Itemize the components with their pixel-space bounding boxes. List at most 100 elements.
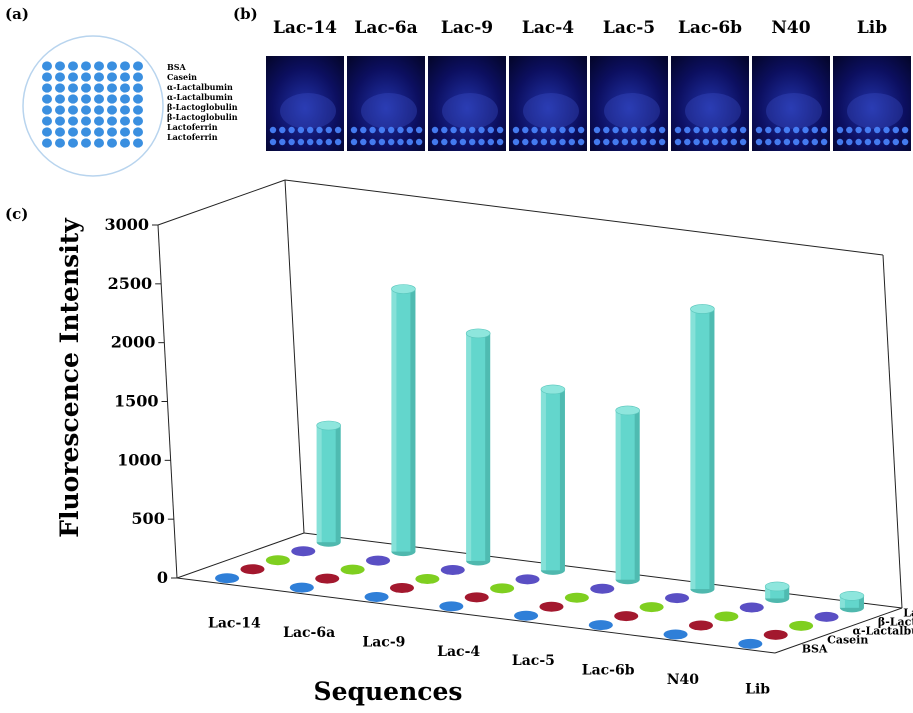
bar xyxy=(764,581,790,603)
image-spot xyxy=(631,126,638,134)
slide-spot xyxy=(81,83,91,93)
zero-value-disc xyxy=(364,591,389,602)
image-spot xyxy=(334,138,342,146)
image-haze xyxy=(442,93,498,129)
slide-legend-item: Lactoferrin xyxy=(167,122,218,132)
image-spot xyxy=(415,126,423,134)
zero-value-disc xyxy=(539,601,564,612)
bar-shade xyxy=(410,288,416,552)
slide-spot xyxy=(120,83,130,93)
image-spot xyxy=(415,138,423,146)
slide-outline xyxy=(22,35,164,177)
slide-spot xyxy=(133,94,143,104)
image-spot xyxy=(522,138,529,146)
zero-value-disc xyxy=(688,620,713,631)
image-spot xyxy=(325,138,332,146)
bar-top xyxy=(764,581,790,592)
image-spot xyxy=(478,138,485,146)
zero-value-disc xyxy=(289,582,314,593)
image-spot xyxy=(593,126,601,134)
x-tick-label: Lac-9 xyxy=(362,634,405,650)
slide-legend-item: Casein xyxy=(167,72,197,82)
slide-spot xyxy=(81,116,91,126)
zero-value-disc xyxy=(739,602,764,613)
image-spot xyxy=(388,138,395,146)
bar-highlight xyxy=(316,425,322,543)
slide-legend-item: α-Lactalbumin xyxy=(167,92,233,102)
slide-spot xyxy=(68,83,78,93)
slide-spot xyxy=(81,105,91,115)
slide-spot xyxy=(55,72,65,82)
image-haze xyxy=(280,93,336,129)
slide-spot xyxy=(133,127,143,137)
zero-value-disc xyxy=(663,629,688,640)
image-spot xyxy=(397,126,404,134)
fluorescence-image xyxy=(671,56,749,151)
panel-a-label: (a) xyxy=(5,5,29,23)
image-spot xyxy=(658,138,666,146)
bar xyxy=(465,328,491,566)
slide-spot xyxy=(107,61,117,71)
image-spot xyxy=(811,138,818,146)
image-haze xyxy=(523,93,579,129)
bar-top xyxy=(540,384,566,395)
slide-spot xyxy=(107,138,117,148)
image-spot xyxy=(793,138,800,146)
y-tick-label: 1000 xyxy=(117,450,162,469)
slide-spot xyxy=(42,83,52,93)
slide-spot xyxy=(107,116,117,126)
slide-spot xyxy=(107,127,117,137)
image-spot xyxy=(450,138,457,146)
zero-value-disc xyxy=(789,620,814,631)
image-spot xyxy=(783,138,791,146)
slide-spot xyxy=(133,116,143,126)
zero-value-disc xyxy=(439,601,464,612)
x-tick-label: Lac-14 xyxy=(208,616,261,632)
panel-c-label: (c) xyxy=(5,205,29,223)
zero-value-disc xyxy=(515,574,540,585)
bar-shade xyxy=(559,389,565,571)
image-spot xyxy=(459,126,467,134)
image-spot xyxy=(612,138,619,146)
slide-spot xyxy=(68,127,78,137)
image-spot xyxy=(702,126,710,134)
zero-value-disc xyxy=(714,611,739,622)
zero-value-disc xyxy=(315,573,340,584)
slide-legend-item: BSA xyxy=(167,62,186,72)
image-spot xyxy=(721,138,728,146)
image-spot xyxy=(640,138,647,146)
x-tick-label: Lac-5 xyxy=(512,653,555,669)
zero-value-disc xyxy=(340,564,365,575)
image-spot xyxy=(721,126,728,134)
image-spot xyxy=(512,126,520,134)
image-spot xyxy=(901,138,909,146)
slide-spot xyxy=(94,127,104,137)
image-spot xyxy=(307,126,314,134)
image-spot xyxy=(855,126,862,134)
slide-spot xyxy=(42,127,52,137)
zero-value-disc xyxy=(490,583,515,594)
bar xyxy=(540,384,566,575)
bar-highlight xyxy=(690,308,696,590)
image-haze xyxy=(685,93,741,129)
slide-spot xyxy=(94,94,104,104)
zero-value-disc xyxy=(440,564,465,575)
image-spot xyxy=(522,126,529,134)
x-tick-label: Lac-4 xyxy=(437,644,480,660)
slide-spot xyxy=(94,83,104,93)
image-spot xyxy=(559,138,566,146)
zero-value-disc xyxy=(240,564,265,575)
image-spot xyxy=(487,138,494,146)
zero-value-disc xyxy=(464,592,489,603)
zero-value-disc xyxy=(665,593,690,604)
slide-spot xyxy=(42,116,52,126)
back-wall-right-edge xyxy=(882,254,903,609)
image-spot xyxy=(802,138,809,146)
image-spot xyxy=(406,138,413,146)
panel-b-label: (b) xyxy=(233,5,258,23)
image-spot xyxy=(469,138,476,146)
image-spot xyxy=(612,126,619,134)
zero-value-disc xyxy=(763,629,788,640)
image-spot xyxy=(568,138,575,146)
slide-spot xyxy=(94,61,104,71)
